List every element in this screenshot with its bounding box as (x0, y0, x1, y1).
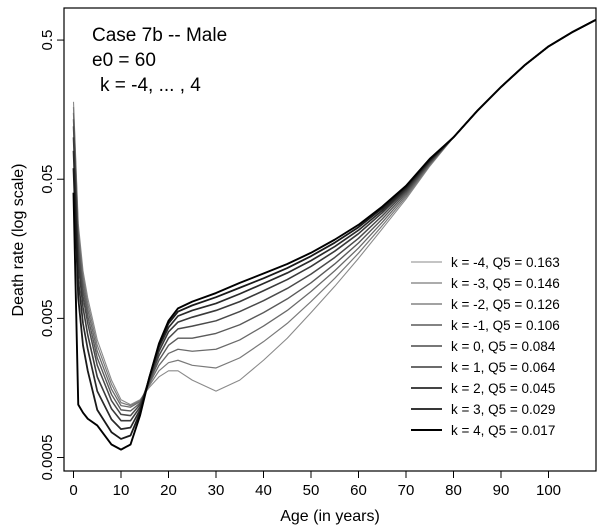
series-line-8 (72, 18, 597, 451)
x-tick-label: 80 (445, 482, 462, 499)
x-tick-label: 100 (536, 482, 561, 499)
x-tick-label: 50 (303, 482, 320, 499)
x-tick-label: 30 (208, 482, 225, 499)
y-axis-title: Death rate (log scale) (10, 164, 27, 317)
annotation-e0: e0 = 60 (92, 50, 156, 71)
x-tick-label: 20 (160, 482, 177, 499)
x-tick-label: 90 (493, 482, 510, 499)
plot-frame (63, 7, 597, 472)
legend-label: k = -2, Q5 = 0.126 (451, 297, 560, 312)
x-tick-label: 60 (350, 482, 367, 499)
x-tick-label: 10 (113, 482, 130, 499)
legend-label: k = -1, Q5 = 0.106 (451, 318, 560, 333)
x-tick-label: 0 (69, 482, 77, 499)
legend-label: k = 0, Q5 = 0.084 (451, 339, 556, 354)
legend-label: k = 2, Q5 = 0.045 (451, 381, 555, 396)
annotation-k-range: k = -4, ... , 4 (100, 75, 201, 96)
legend: k = -4, Q5 = 0.163 k = -3, Q5 = 0.146 k = … (411, 255, 560, 438)
y-tick-label: 0.5 (39, 30, 56, 51)
y-tick-label: 0.05 (39, 165, 56, 194)
legend-label: k = -3, Q5 = 0.146 (451, 276, 560, 291)
x-axis-title: Age (in years) (280, 508, 380, 525)
y-axis: 0.0005 0.005 0.05 0.5 (39, 30, 64, 481)
legend-label: k = 3, Q5 = 0.029 (451, 402, 555, 417)
x-tick-label: 40 (255, 482, 272, 499)
legend-label: k = 1, Q5 = 0.064 (451, 360, 556, 375)
annotation-case: Case 7b -- Male (92, 25, 227, 46)
legend-label: k = 4, Q5 = 0.017 (451, 423, 555, 438)
y-tick-label: 0.005 (39, 300, 56, 338)
legend-label: k = -4, Q5 = 0.163 (451, 255, 560, 270)
x-tick-label: 70 (398, 482, 415, 499)
x-axis: 0 10 20 30 40 50 60 70 80 90 100 (69, 471, 561, 499)
y-tick-label: 0.0005 (39, 435, 56, 481)
series-layer (72, 18, 597, 451)
